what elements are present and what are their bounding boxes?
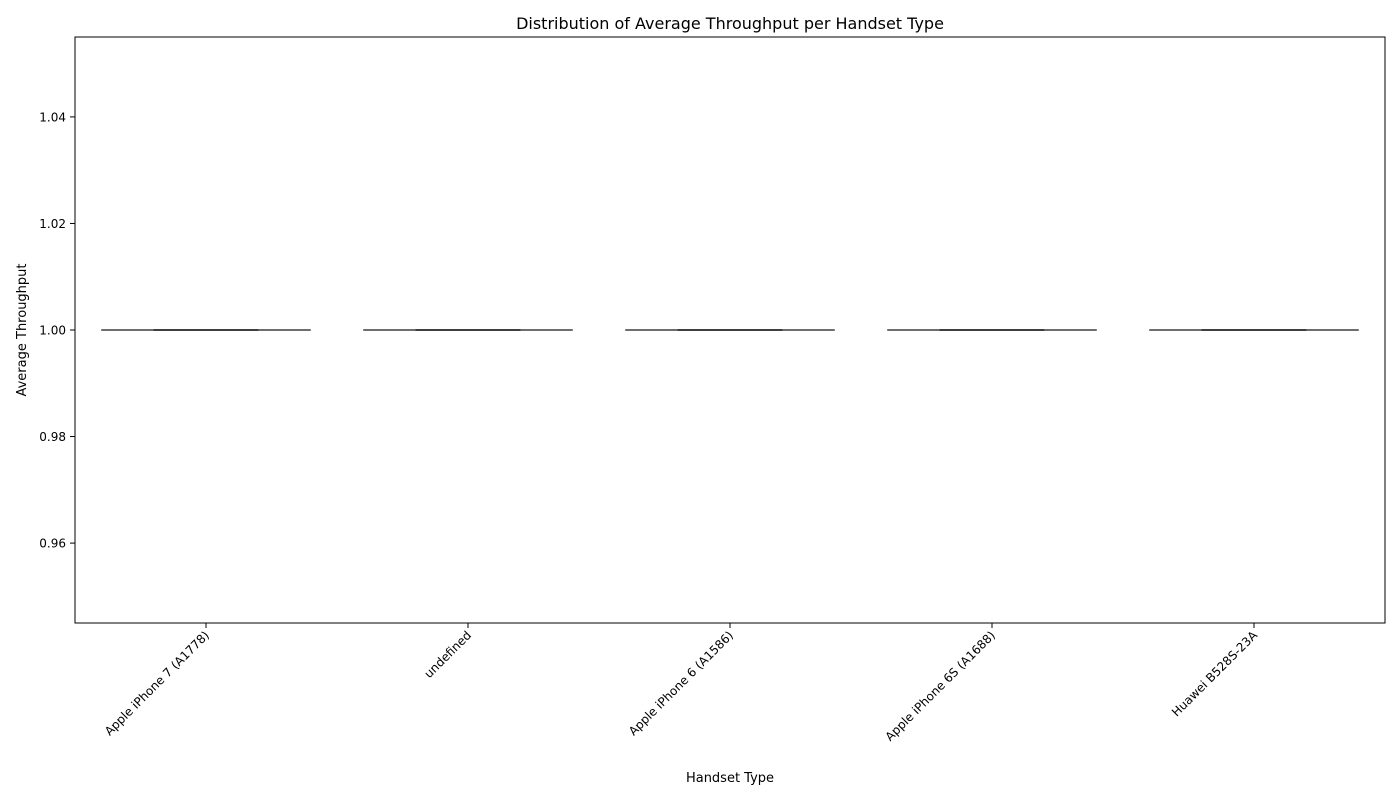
x-axis: Apple iPhone 7 (A1778) undefined Apple iPh… <box>102 623 1261 744</box>
chart-title: Distribution of Average Throughput per H… <box>516 14 944 33</box>
x-tick-label: undefined <box>422 628 475 681</box>
y-axis: 0.96 0.98 1.00 1.02 1.04 <box>39 110 75 551</box>
x-tick-label: Apple iPhone 6 (A1586) <box>626 628 736 738</box>
y-axis-label: Average Throughput <box>15 263 30 396</box>
x-tick-label: Apple iPhone 6S (A1688) <box>883 628 999 744</box>
y-tick-label: 1.04 <box>39 110 66 124</box>
x-axis-label: Handset Type <box>686 771 774 786</box>
y-tick-label: 1.00 <box>39 324 66 338</box>
x-tick-label: Huawei B528S-23A <box>1169 628 1261 720</box>
y-tick-label: 0.96 <box>39 537 66 551</box>
y-tick-label: 1.02 <box>39 217 66 231</box>
x-tick-label: Apple iPhone 7 (A1778) <box>102 628 212 738</box>
y-tick-label: 0.98 <box>39 430 66 444</box>
